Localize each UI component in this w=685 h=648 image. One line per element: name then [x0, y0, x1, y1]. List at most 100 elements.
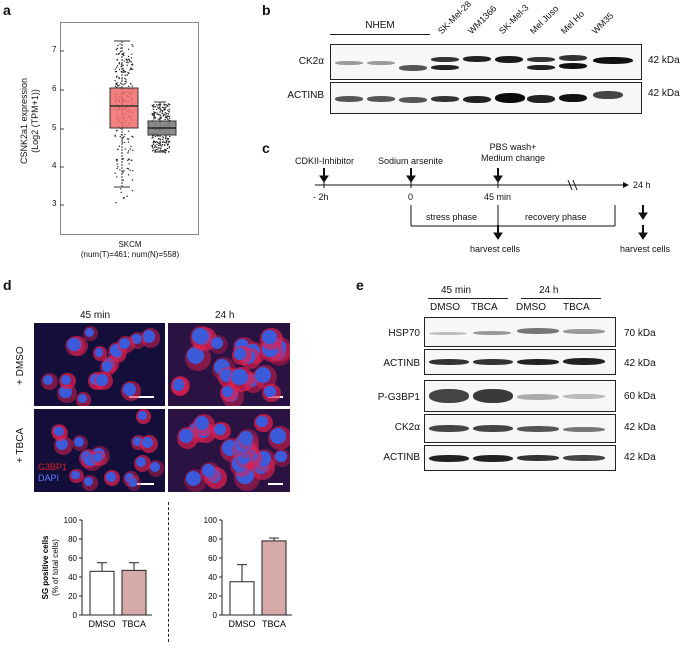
normal-sample-dot — [157, 147, 160, 149]
normal-sample-dot — [168, 141, 170, 143]
normal-sample-dot — [157, 144, 160, 147]
normal-sample-dot — [168, 147, 170, 149]
tumor-sample-dot — [116, 167, 118, 170]
panel-label-c: c — [262, 140, 270, 156]
normal-sample-dot — [158, 138, 160, 140]
normal-sample-dot — [157, 107, 160, 109]
normal-sample-dot — [151, 114, 154, 116]
tumor-sample-dot — [127, 61, 129, 64]
normal-sample-dot — [165, 136, 167, 138]
time-0: 0 — [408, 192, 414, 202]
tumor-sample-dot — [132, 68, 134, 71]
tumor-sample-dot — [131, 85, 133, 87]
normal-sample-dot — [153, 115, 156, 117]
tumor-sample-dot — [119, 51, 122, 53]
tumor-sample-dot — [118, 62, 121, 64]
y-tick-label: 80 — [68, 535, 77, 544]
tumor-sample-dot — [130, 57, 133, 59]
tumor-sample-dot — [126, 195, 128, 197]
tumor-sample-dot — [124, 77, 126, 80]
normal-sample-dot — [157, 104, 159, 106]
normal-sample-dot — [163, 108, 165, 111]
timeline-svg — [315, 168, 648, 240]
normal-sample-dot — [163, 141, 166, 143]
panel-a-ytick: 6 — [52, 84, 57, 93]
tumor-sample-dot — [132, 170, 134, 172]
dapi-nucleus — [67, 338, 80, 351]
tumor-sample-dot — [114, 80, 116, 82]
panel-label-a: a — [3, 2, 11, 18]
tumor-sample-dot — [131, 179, 134, 181]
normal-sample-dot — [154, 117, 157, 119]
tumor-sample-dot — [116, 65, 119, 67]
kda-label: 42 kDa — [624, 452, 656, 463]
tumor-sample-dot — [127, 58, 130, 61]
normal-sample-dot — [157, 113, 160, 116]
panel-a-ylabel-2: (Log2 (TPM+1)) — [30, 89, 40, 153]
dapi-nucleus — [194, 415, 210, 431]
dapi-nucleus — [93, 452, 103, 463]
tumor-sample-dot — [118, 77, 120, 80]
panel-a-ylabel-1: CSNK2a1 expression — [19, 77, 29, 165]
dapi-nucleus — [230, 368, 248, 386]
dapi-nucleus — [191, 327, 208, 344]
tumor-sample-dot — [115, 66, 118, 69]
normal-sample-dot — [151, 150, 154, 152]
blot-row-label: ACTINB — [383, 358, 420, 369]
normal-sample-dot — [156, 106, 159, 108]
event-wash-1: PBS wash+ — [489, 142, 537, 152]
tumor-sample-dot — [128, 158, 130, 161]
tumor-sample-dot — [114, 135, 117, 137]
panel-c-timeline: CDKII-Inhibitor Sodium arsenite PBS wash… — [260, 140, 685, 265]
tumor-sample-dot — [131, 189, 134, 192]
normal-sample-dot — [164, 107, 166, 109]
y-tick-label: 80 — [208, 535, 217, 544]
y-tick-label: 40 — [68, 573, 77, 582]
tumor-sample-dot — [117, 53, 119, 55]
normal-sample-dot — [153, 118, 155, 120]
panel-b-blot: NHEM SK-Mel-28 WM1366 SK-Mel-3 Mel Juso … — [260, 0, 685, 130]
panel-d: 45 min 24 h + DMSO + TBCA G3BP1 DAPI 0 20… — [0, 277, 350, 648]
tumor-sample-dot — [131, 43, 133, 46]
normal-sample-dot — [158, 103, 161, 106]
tumor-sample-dot — [114, 85, 117, 88]
actinb-blot-strip — [330, 82, 642, 114]
normal-sample-dot — [168, 103, 170, 105]
tumor-sample-dot — [130, 68, 133, 70]
event-arsenite: Sodium arsenite — [378, 156, 444, 166]
tumor-sample-dot — [123, 170, 125, 172]
dapi-nucleus — [185, 471, 201, 487]
tumor-sample-dot — [129, 169, 131, 172]
normal-sample-dot — [152, 147, 154, 149]
tumor-sample-dot — [115, 53, 118, 55]
tumor-sample-dot — [124, 133, 126, 135]
normal-sample-dot — [168, 111, 171, 113]
dapi-nucleus — [119, 338, 130, 349]
row-label-dmso: + DMSO — [15, 346, 26, 385]
tumor-sample-dot — [126, 74, 129, 76]
tumor-sample-dot — [125, 79, 127, 81]
normal-sample-dot — [156, 104, 158, 106]
x-category-label: DMSO — [89, 619, 116, 629]
tumor-sample-dot — [114, 68, 117, 70]
normal-sample-dot — [167, 118, 169, 121]
tumor-sample-dot — [132, 136, 134, 138]
tumor-sample-dot — [119, 43, 121, 45]
y-tick-label: 60 — [68, 554, 77, 563]
normal-sample-dot — [168, 117, 171, 119]
event-inhibitor: CDKII-Inhibitor — [295, 156, 355, 166]
dapi-nucleus — [94, 348, 104, 357]
normal-sample-dot — [168, 115, 171, 118]
dapi-nucleus — [178, 429, 193, 444]
normal-sample-dot — [153, 114, 155, 116]
tumor-sample-dot — [116, 47, 119, 50]
normal-sample-dot — [166, 104, 168, 107]
normal-sample-dot — [162, 137, 165, 139]
y-tick-label: 0 — [73, 611, 78, 620]
tumor-sample-dot — [118, 68, 121, 71]
dapi-nucleus — [214, 423, 226, 436]
kda-label: 42 kDa — [648, 88, 680, 99]
tumor-sample-dot — [127, 72, 130, 75]
normal-sample-dot — [154, 105, 156, 108]
normal-sample-dot — [151, 145, 153, 147]
